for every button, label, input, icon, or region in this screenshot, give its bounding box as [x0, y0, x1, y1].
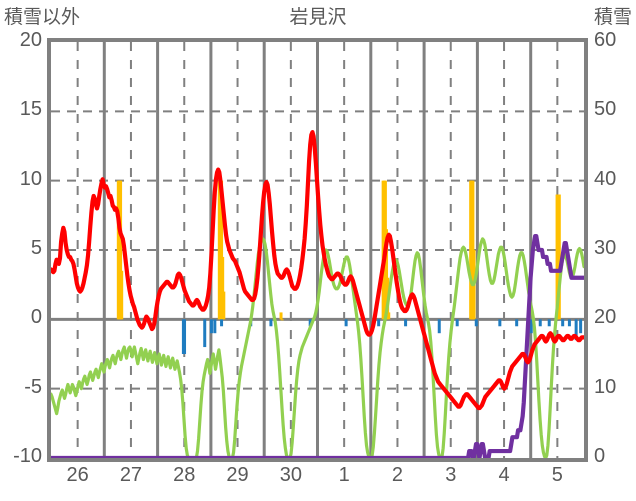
bar-precip-rain: [222, 291, 226, 320]
x-tick-27: 27: [119, 464, 143, 486]
bar-precip-snow: [474, 319, 478, 327]
right-tick-3: 30: [594, 237, 617, 259]
bar-precip-snow: [515, 319, 519, 327]
bar-precip-snow: [377, 319, 381, 327]
x-tick-29: 29: [226, 464, 249, 486]
bar-precip-rain: [557, 194, 561, 320]
series-積雪深: [51, 234, 584, 458]
bar-precip-snow: [213, 319, 217, 334]
bar-precip-rain: [220, 180, 224, 320]
x-tick-28: 28: [173, 464, 196, 486]
bar-precip-rain: [280, 319, 284, 321]
chart-header: 積雪以外 岩見沢 積雪: [0, 0, 636, 30]
bar-precip-rain: [387, 312, 391, 320]
plot-inner: [51, 42, 584, 458]
right-tick-5: 10: [594, 375, 617, 398]
bar-precip-rain: [221, 256, 225, 320]
bar-precip-rain: [120, 270, 124, 320]
bar-precip-snow: [220, 319, 224, 327]
x-tick-1: 1: [338, 464, 350, 486]
chart-canvas: [51, 42, 584, 458]
left-tick-5: -5: [24, 375, 42, 398]
x-tick-5: 5: [551, 464, 563, 486]
right-tick-1: 50: [594, 98, 617, 121]
x-tick-3: 3: [445, 464, 457, 486]
bar-precip-rain: [279, 312, 283, 320]
right-tick-2: 40: [594, 167, 617, 190]
bar-precip-snow: [209, 319, 213, 334]
bar-precip-snow: [498, 319, 502, 327]
bar-precip-snow: [308, 319, 312, 327]
x-tick-26: 26: [66, 464, 89, 486]
right-tick-0: 60: [594, 29, 617, 51]
left-tick-0: 20: [19, 29, 42, 51]
bar-precip-snow: [404, 319, 408, 327]
x-tick-4: 4: [498, 464, 510, 486]
right-tick-4: 20: [594, 306, 617, 329]
left-tick-6: -10: [13, 445, 42, 467]
bar-precip-snow: [579, 319, 583, 334]
left-axis-title: 積雪以外: [4, 7, 81, 28]
bar-precip-snow: [567, 319, 571, 327]
bar-precip-snow: [574, 319, 578, 341]
bar-precip-snow: [455, 319, 459, 327]
bar-precip-rain: [119, 180, 123, 320]
bar-precip-rain: [385, 229, 389, 320]
bar-precip-snow: [437, 319, 441, 334]
right-tick-6: 0: [594, 445, 606, 467]
bar-precip-snow: [547, 319, 551, 327]
left-tick-3: 5: [30, 237, 42, 259]
bar-precip-snow: [344, 319, 348, 327]
bar-precip-snow: [561, 319, 565, 327]
bar-precip-snow: [529, 319, 533, 334]
bar-precip-snow: [538, 319, 542, 327]
x-tick-2: 2: [391, 464, 403, 486]
series-気温: [51, 130, 584, 411]
x-tick-30: 30: [279, 464, 302, 486]
series-風速: [51, 237, 584, 458]
bar-precip-snow: [269, 319, 273, 327]
left-tick-2: 10: [19, 167, 42, 190]
bar-precip-snow: [203, 319, 207, 348]
page-title: 岩見沢: [289, 7, 347, 28]
right-axis-title: 積雪: [593, 7, 632, 28]
bar-precip-snow: [183, 319, 187, 354]
bar-group-降水量（雪）: [181, 319, 583, 354]
plot-area: [47, 38, 588, 462]
left-tick-1: 15: [19, 98, 42, 121]
left-tick-4: 0: [30, 306, 42, 329]
